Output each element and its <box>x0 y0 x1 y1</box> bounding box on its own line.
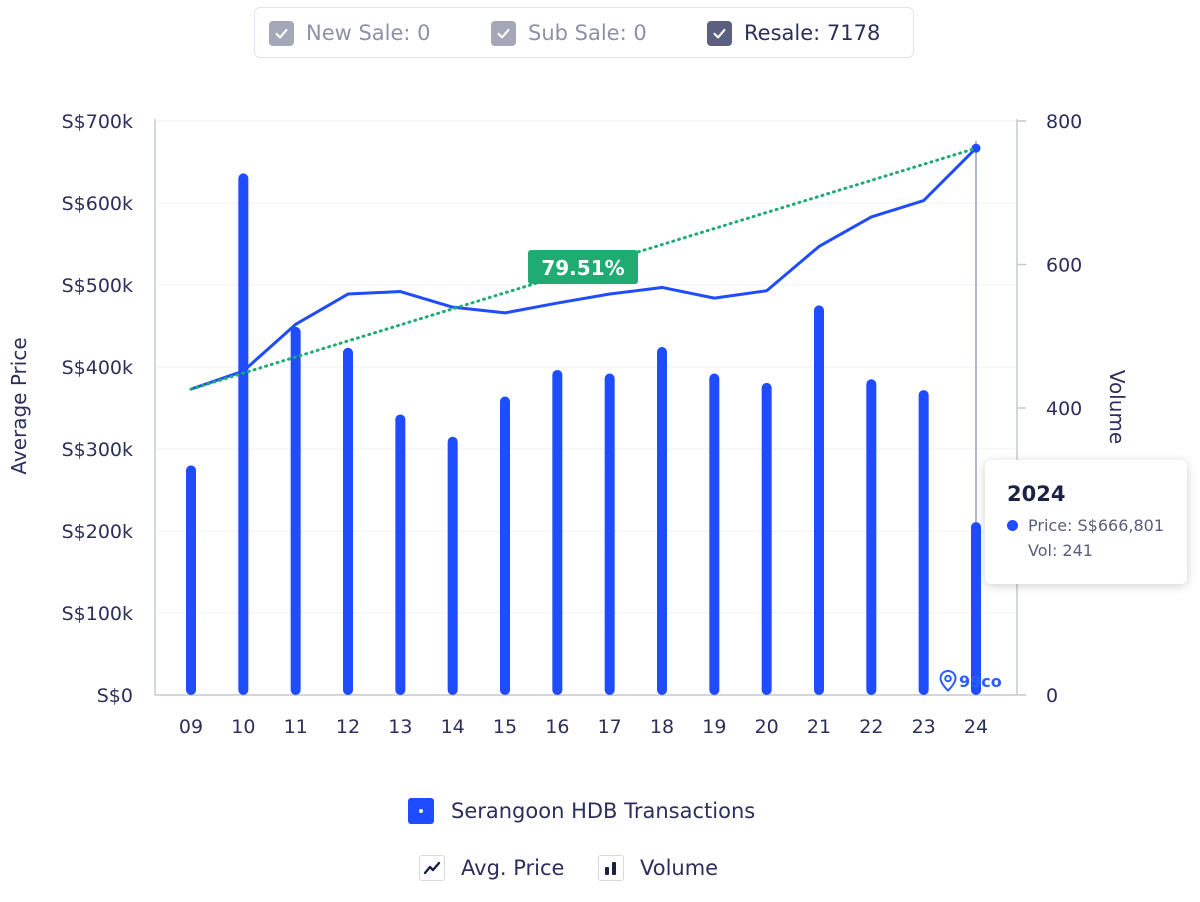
brand-logo: 99co <box>939 670 1002 692</box>
volume-bar <box>343 347 353 695</box>
volume-bar <box>186 465 196 695</box>
y-right-tick-label: 0 <box>1046 685 1058 707</box>
y-left-tick-label: S$500k <box>62 275 133 297</box>
tooltip-volume: Vol: 241 <box>1028 541 1093 560</box>
trend-badge-label: 79.51% <box>541 256 624 280</box>
volume-bar <box>971 522 981 695</box>
volume-bar <box>290 326 301 695</box>
legend-avg-price[interactable]: Avg. Price <box>419 855 564 881</box>
x-tick-label: 23 <box>912 716 936 738</box>
avg-price-point <box>971 143 981 153</box>
x-tick-label: 16 <box>545 716 569 738</box>
y-left-tick-label: S$600k <box>62 193 133 215</box>
trend-line <box>189 146 978 391</box>
legend-series[interactable]: Serangoon HDB Transactions <box>408 798 755 824</box>
tooltip-year: 2024 <box>1007 482 1066 506</box>
logo-text: 99co <box>959 671 1002 691</box>
volume-bar <box>395 414 406 695</box>
y-left-tick-label: S$700k <box>62 111 133 133</box>
filter-bar: New Sale: 0 Sub Sale: 0 Resale: 7178 <box>254 7 914 58</box>
volume-bar <box>761 382 772 695</box>
y-right-tick-label: 600 <box>1046 255 1082 277</box>
volume-bar <box>604 373 615 695</box>
volume-bar <box>657 347 667 695</box>
avg-price-line <box>189 146 978 391</box>
series-swatch-icon <box>408 798 434 824</box>
y-left-tick-label: S$100k <box>62 603 133 625</box>
x-tick-label: 15 <box>493 716 517 738</box>
y-left-tick-label: S$400k <box>62 357 133 379</box>
chart-tooltip: 2024 Price: S$666,801 Vol: 241 <box>985 460 1187 584</box>
volume-bar <box>552 369 563 695</box>
x-tick-label: 21 <box>807 716 831 738</box>
x-tick-label: 19 <box>702 716 726 738</box>
x-tick-label: 17 <box>598 716 622 738</box>
x-tick-label: 20 <box>755 716 779 738</box>
filter-label: New Sale: 0 <box>306 21 431 45</box>
y-right-tick-label: 400 <box>1046 398 1082 420</box>
y-right-axis-title: Volume <box>1105 370 1129 444</box>
x-tick-label: 14 <box>441 716 465 738</box>
y-right-tick-label: 800 <box>1046 111 1082 133</box>
volume-bar <box>238 173 249 695</box>
trend-badge <box>528 250 638 284</box>
x-tick-label: 12 <box>336 716 360 738</box>
series-dot-icon <box>1007 520 1018 531</box>
filter-resale[interactable]: Resale: 7178 <box>707 20 880 46</box>
line-chart-icon <box>419 855 445 881</box>
checkbox-icon[interactable] <box>269 20 294 46</box>
filter-new-sale[interactable]: New Sale: 0 <box>269 20 431 46</box>
tooltip-price: Price: S$666,801 <box>1028 516 1165 535</box>
y-left-tick-label: S$200k <box>62 521 133 543</box>
legend-avg-price-label: Avg. Price <box>461 856 565 880</box>
y-left-tick-label: S$0 <box>97 685 133 707</box>
legend-series-label: Serangoon HDB Transactions <box>451 799 756 823</box>
filter-label: Sub Sale: 0 <box>528 21 647 45</box>
legend-volume-label: Volume <box>640 856 719 880</box>
transactions-chart: S$0 S$100k S$200k S$300k S$400k S$500k S$600k S… <box>7 111 1129 738</box>
legend-volume[interactable]: Volume <box>598 855 718 881</box>
y-left-tick-label: S$300k <box>62 439 133 461</box>
x-tick-label: 22 <box>859 716 883 738</box>
bar-chart-icon <box>598 855 624 881</box>
volume-bar <box>709 373 720 695</box>
volume-bar <box>814 305 824 695</box>
x-tick-label: 13 <box>388 716 412 738</box>
filter-sub-sale[interactable]: Sub Sale: 0 <box>491 20 647 46</box>
checkbox-icon[interactable] <box>491 20 516 46</box>
x-tick-label: 18 <box>650 716 674 738</box>
location-pin-icon <box>939 670 957 692</box>
volume-bar <box>500 396 510 695</box>
x-tick-label: 09 <box>179 716 203 738</box>
volume-bar <box>918 390 929 695</box>
x-tick-label: 10 <box>231 716 255 738</box>
volume-bar <box>447 436 458 695</box>
x-tick-label: 24 <box>964 716 988 738</box>
x-tick-label: 11 <box>284 716 308 738</box>
volume-bar <box>866 379 877 695</box>
y-left-axis-title: Average Price <box>7 337 31 474</box>
filter-label: Resale: 7178 <box>744 21 881 45</box>
checkbox-icon[interactable] <box>707 20 732 46</box>
